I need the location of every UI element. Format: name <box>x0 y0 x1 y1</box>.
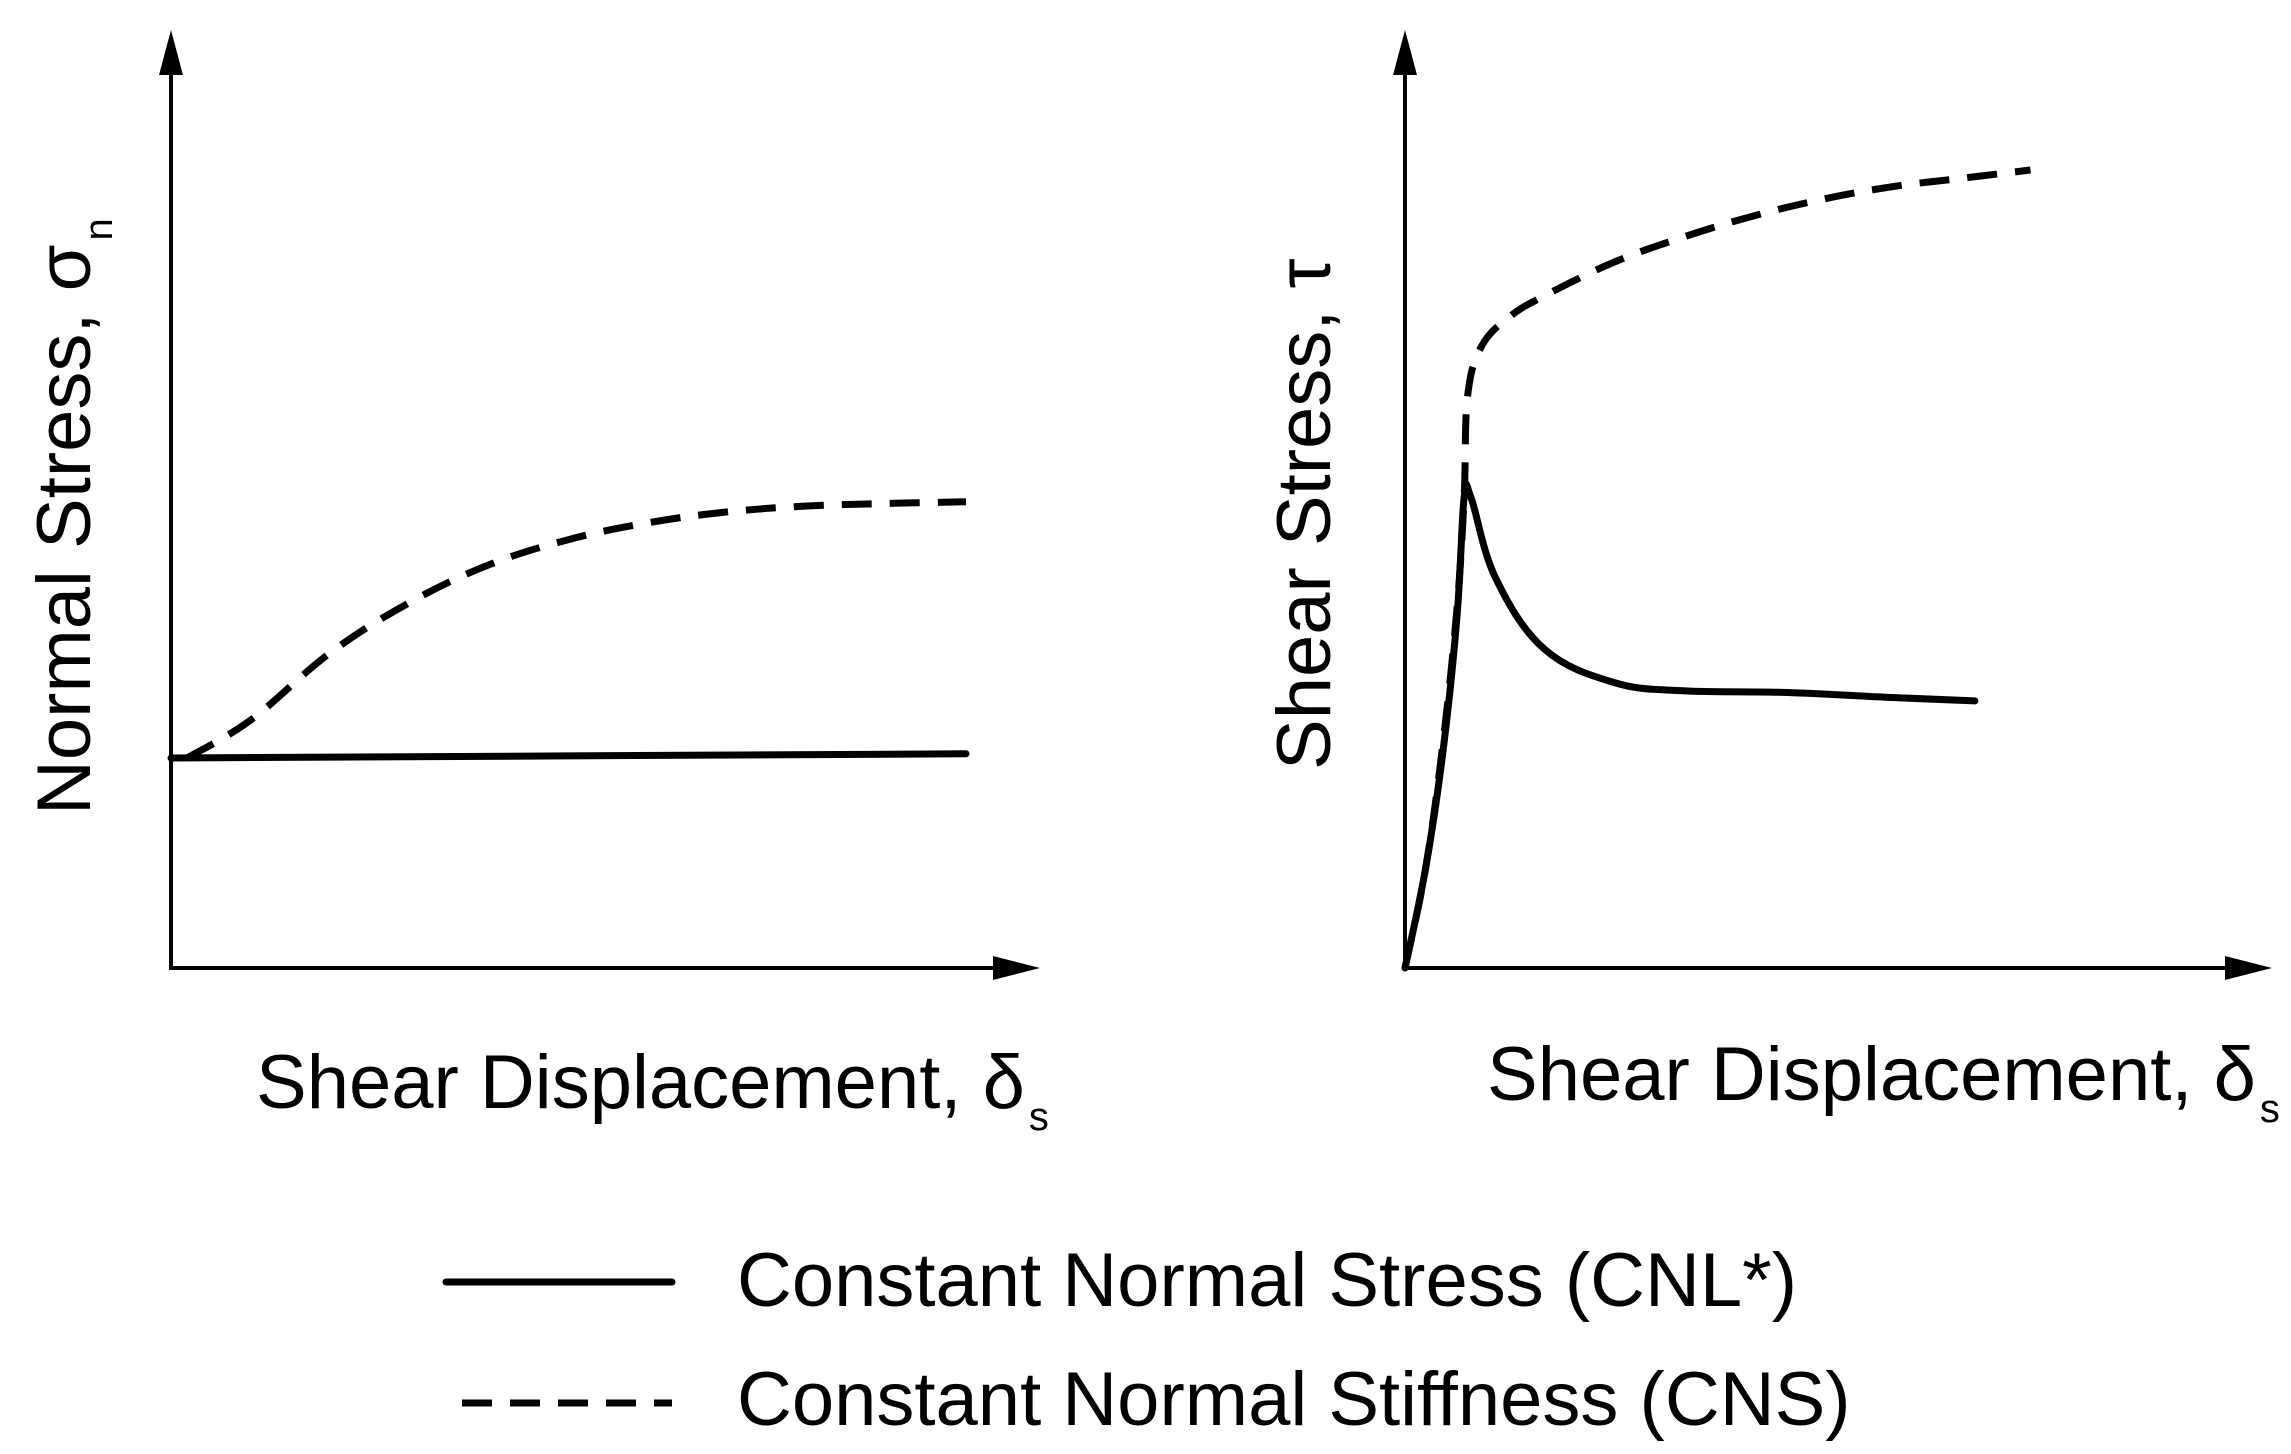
right-series-cns-dashed-line <box>1401 166 2031 969</box>
right-y-axis-arrow <box>1393 30 1417 75</box>
right-x-axis-arrow <box>2225 956 2272 980</box>
legend: Constant Normal Stress (CNL*) Constant N… <box>442 1238 1851 1442</box>
right-y-axis-label: Shear Stress, τ <box>1262 258 1347 770</box>
left-x-axis-arrow <box>993 956 1040 980</box>
left-y-axis-label: Normal Stress, σn <box>22 218 121 815</box>
left-plot-area <box>167 498 970 762</box>
right-series-cnl-solid-line <box>1401 480 1979 972</box>
left-series-cnl-solid-line <box>167 750 970 762</box>
legend-label-cns: Constant Normal Stiffness (CNS) <box>737 1357 1851 1442</box>
legend-label-cnl: Constant Normal Stress (CNL*) <box>737 1238 1797 1323</box>
left-y-axis-arrow <box>159 30 183 75</box>
left-series-cns-dashed-line <box>185 498 967 762</box>
right-plot-area <box>1401 166 2031 972</box>
